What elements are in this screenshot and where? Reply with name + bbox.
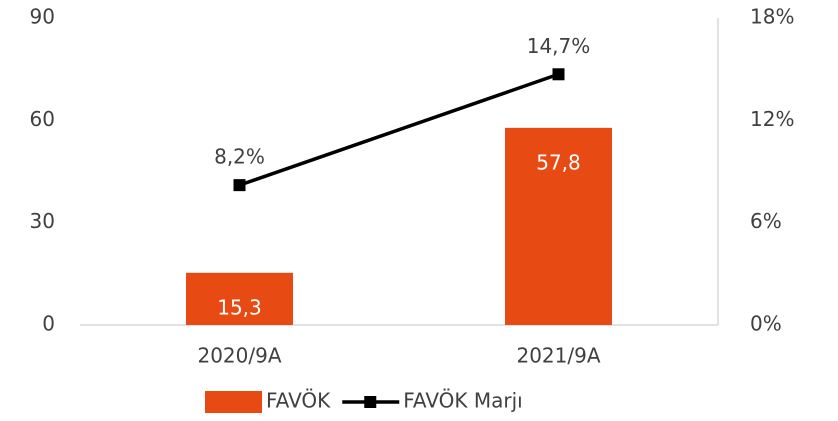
marker (552, 68, 565, 81)
y2-tick-label: 6% (750, 209, 782, 233)
marker (233, 179, 246, 192)
legend-swatch (364, 396, 377, 408)
y2-tick-label: 18% (750, 5, 794, 29)
y-tick-label: 90 (30, 5, 55, 29)
x-tick-label: 2021/9A (516, 344, 600, 368)
y-tick-label: 60 (30, 107, 55, 131)
x-tick-label: 2020/9A (197, 344, 281, 368)
legend-swatch (205, 391, 262, 413)
bar (186, 272, 293, 325)
y2-tick-label: 0% (750, 312, 782, 336)
y-tick-label: 30 (30, 209, 55, 233)
line (238, 72, 560, 187)
bar (505, 127, 612, 326)
legend-label: FAVÖK (266, 389, 331, 413)
data-label: 8,2% (214, 145, 265, 169)
data-label: 14,7% (527, 34, 591, 58)
data-label: 15,3 (217, 295, 262, 319)
y2-tick-label: 12% (750, 107, 794, 131)
legend-label: FAVÖK Marjı (403, 389, 522, 413)
y-tick-label: 0 (42, 312, 55, 336)
data-label: 57,8 (536, 150, 581, 174)
